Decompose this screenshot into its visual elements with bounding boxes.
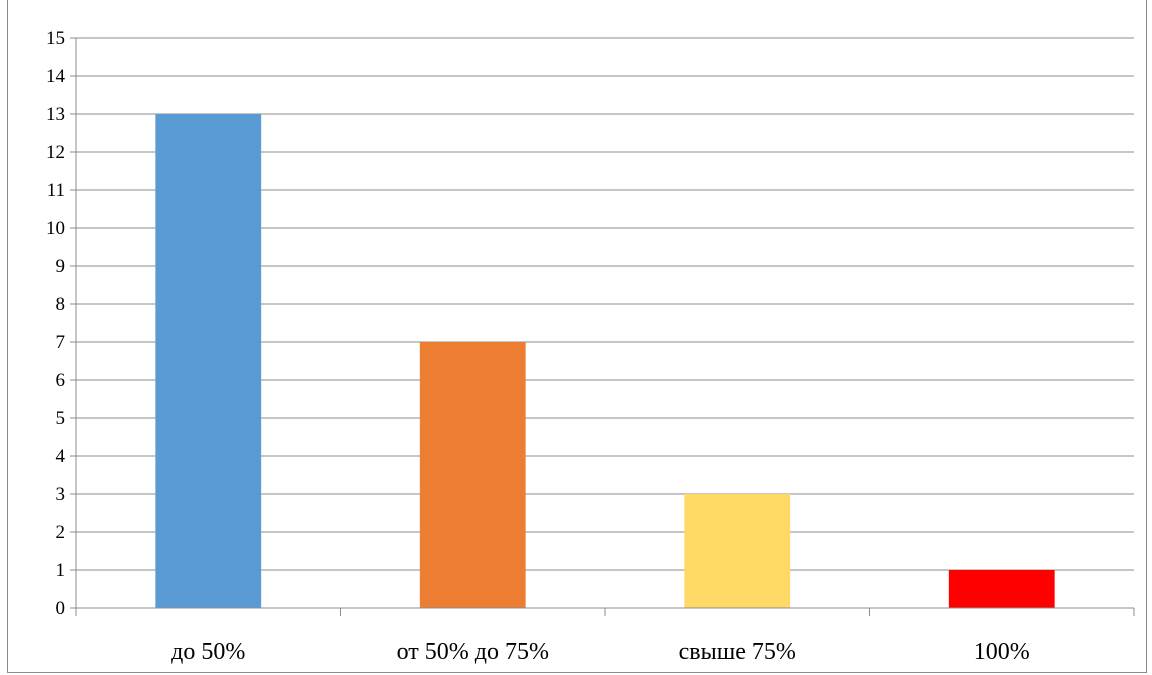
y-tick-label: 10 (46, 218, 65, 239)
y-tick-label: 11 (47, 180, 65, 201)
y-tick-label: 8 (56, 294, 66, 315)
y-tick-label: 14 (46, 66, 66, 87)
y-tick-label: 3 (56, 484, 66, 505)
y-tick-label: 7 (56, 332, 66, 353)
y-tick-label: 5 (56, 408, 66, 429)
x-category-label: 100% (974, 639, 1030, 665)
y-tick-label: 4 (56, 446, 66, 467)
x-category-label: от 50% до 75% (397, 639, 549, 665)
y-tick-label: 2 (56, 522, 66, 543)
y-tick-label: 0 (56, 598, 66, 619)
x-category-label: до 50% (171, 639, 245, 665)
bar-1 (155, 114, 262, 608)
y-tick-label: 12 (46, 142, 65, 163)
y-tick-label: 1 (56, 560, 66, 581)
x-axis-category-labels: до 50% от 50% до 75% свыше 75% 100% (171, 639, 1030, 665)
chart-frame (7, 0, 1147, 673)
x-category-label: свыше 75% (679, 639, 796, 665)
y-tick-label: 9 (56, 256, 66, 277)
bar-3 (684, 494, 791, 608)
bars (155, 114, 1055, 608)
y-tick-label: 15 (46, 28, 65, 49)
y-tick-label: 13 (46, 104, 65, 125)
y-tick-label: 6 (56, 370, 66, 391)
axes (70, 37, 1135, 616)
bar-4 (948, 570, 1055, 608)
bar-2 (419, 342, 526, 608)
